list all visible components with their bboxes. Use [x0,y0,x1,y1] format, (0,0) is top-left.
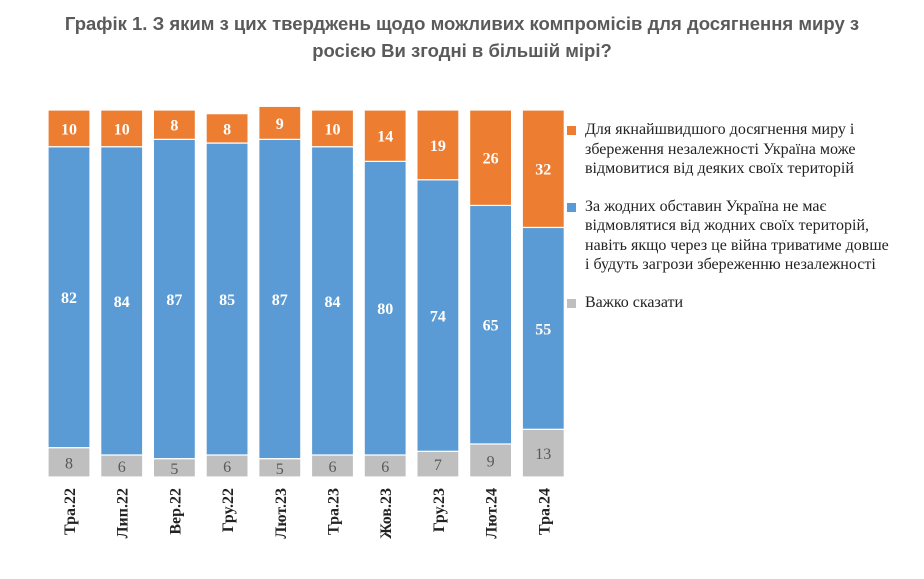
bar-segment-never [521,226,565,430]
x-tick-label: Лип.22 [115,488,132,538]
x-tick-label: Жов.23 [378,488,395,539]
data-label-concede: 14 [377,129,393,146]
data-label-never: 74 [430,309,446,326]
data-label-hard: 6 [381,459,389,476]
x-tick-label: Тра.24 [536,488,553,535]
legend-label-never: За жодних обставин Україна не має відмов… [585,197,889,274]
data-label-concede: 26 [483,151,499,168]
data-label-hard: 7 [434,457,442,474]
bar-segment-concede [310,109,355,148]
data-label-never: 84 [325,294,341,311]
data-label-hard: 8 [65,455,73,472]
data-label-concede: 10 [325,121,341,138]
data-label-never: 85 [219,292,235,309]
data-label-hard: 9 [487,453,495,470]
legend-swatch-gray [567,298,576,308]
data-label-hard: 5 [170,461,178,478]
bar-segment-concede [258,105,302,140]
x-tick-label: Гру.22 [220,488,237,532]
data-label-never: 87 [166,292,182,309]
chart-title-line-1: Графік 1. З яким з цих тверджень щодо мо… [64,13,860,34]
bar-segment-concede [363,109,407,162]
bar-segment-never [469,204,513,445]
bar-segment-concede [152,109,196,140]
legend-label-concede: Для якнайшвидшого досягнення миру і збер… [585,121,856,177]
bar-segment-concede [521,109,565,229]
data-label-never: 82 [61,290,77,307]
legend-swatch-blue [567,202,576,212]
legend-item-never: За жодних обставин Україна не має відмов… [567,197,897,275]
chart-legend: Для якнайшвидшого досягнення миру і збер… [567,120,897,330]
data-label-never: 87 [272,292,288,309]
data-label-hard: 13 [535,446,551,463]
legend-item-hard: Важко сказати [567,293,897,313]
bar-segment-never [310,146,355,456]
data-label-hard: 6 [223,459,231,476]
chart-title-line-2: росією Ви згодні в більшій мірі? [312,40,612,61]
bar-segment-never [47,146,91,449]
bar-segment-never [205,142,249,456]
x-tick-label: Вер.22 [167,488,184,535]
bar-segment-never [416,179,460,452]
data-label-hard: 6 [118,459,126,476]
data-label-concede: 19 [430,138,446,155]
legend-label-hard: Важко сказати [585,293,684,311]
data-label-concede: 9 [276,116,284,133]
bar-segment-hard [47,447,91,478]
data-label-never: 80 [377,301,393,318]
data-label-hard: 5 [276,461,284,478]
x-tick-label: Тра.23 [326,488,343,535]
bar-segment-concede [416,109,460,181]
data-label-never: 65 [483,318,499,335]
data-label-concede: 10 [61,121,77,138]
data-label-never: 84 [114,294,130,311]
legend-item-concede: Для якнайшвидшого досягнення миру і збер… [567,120,897,179]
data-label-never: 55 [535,321,551,338]
x-tick-label: Гру.23 [431,488,448,532]
bar-segment-hard [521,428,565,478]
data-label-concede: 8 [223,121,231,138]
bar-segment-never [258,138,302,460]
bar-segment-concede [100,109,144,148]
bar-segment-concede [469,109,513,207]
legend-swatch-orange [567,126,576,135]
chart-title: Графік 1. З яким з цих тверджень щодо мо… [30,10,894,64]
data-label-concede: 32 [535,162,551,179]
data-label-concede: 8 [170,118,178,135]
data-label-concede: 10 [114,121,130,138]
bar-segment-concede [205,113,249,144]
x-tick-label: Лют.24 [484,488,501,539]
data-label-hard: 6 [329,459,337,476]
x-tick-label: Лют.23 [273,488,290,539]
x-tick-label: Тра.22 [62,488,79,535]
bar-segment-concede [47,109,91,148]
bar-segment-never [363,160,407,456]
